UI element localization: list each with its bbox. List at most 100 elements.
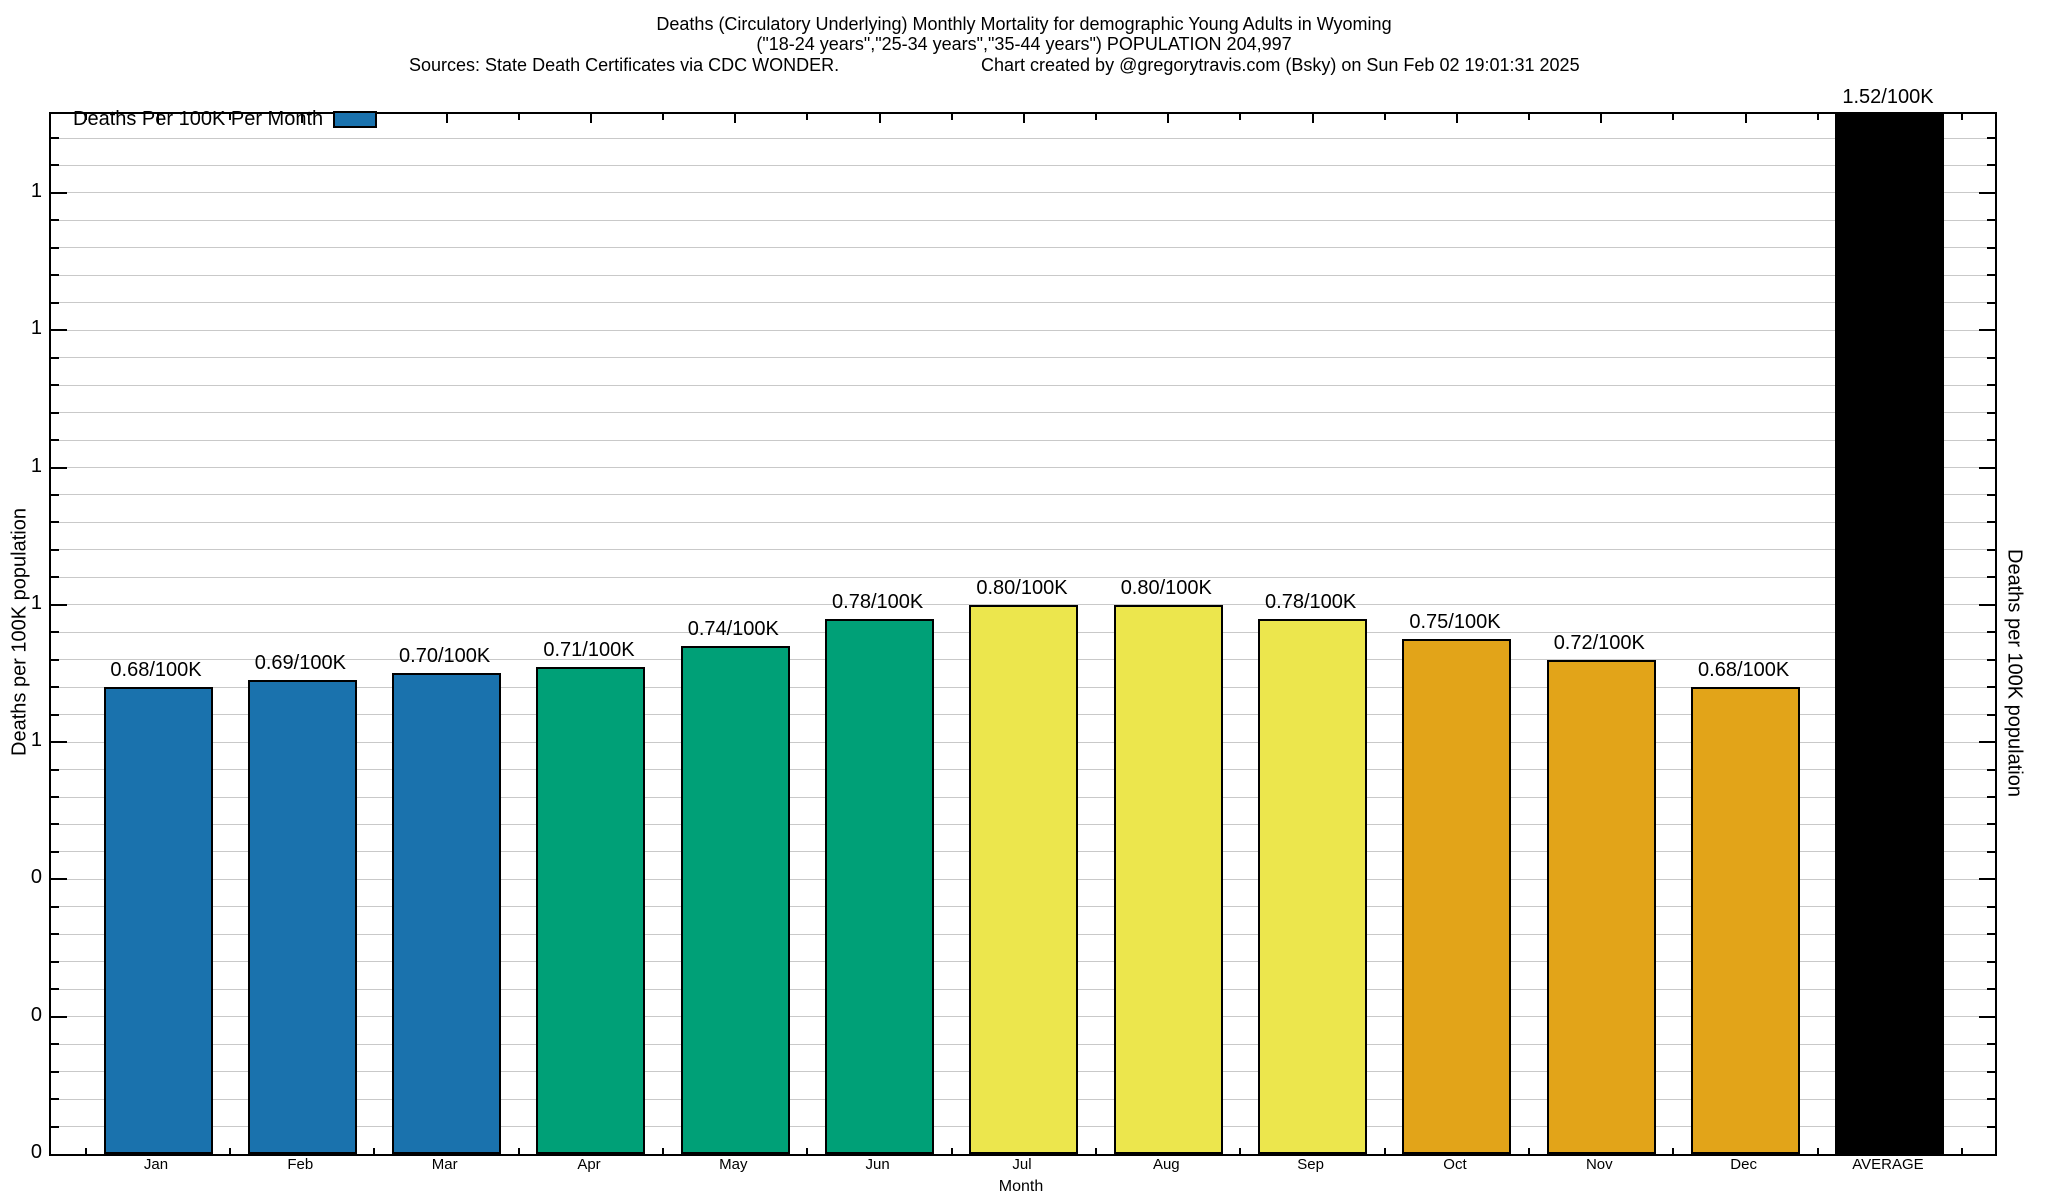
x-tick-label: Apr [577,1156,601,1173]
x-tick-label: Feb [287,1156,314,1173]
y-tick-label: 1 [30,317,42,340]
x-minor-tick-mark [1816,1148,1819,1154]
y-tick-mark [51,301,59,304]
x-minor-tick-mark [517,1148,520,1154]
y-tick-mark [51,603,67,606]
y-tick-mark [1987,713,1995,716]
bar-sep [1258,618,1368,1154]
y-tick-mark [1987,274,1995,277]
y-tick-mark [51,274,59,277]
x-tick-mark [589,114,592,123]
chart-sources: Sources: State Death Certificates via CD… [409,55,840,75]
x-tick-label: Jul [1012,1156,1032,1173]
x-minor-tick-mark [517,114,520,120]
y-tick-label: 1 [30,591,42,614]
bar-value-label: 0.80/100K [1120,576,1212,599]
bar-value-label: 0.68/100K [110,659,202,682]
x-minor-tick-mark [662,114,665,120]
y-tick-mark [51,988,59,991]
y-tick-mark [1987,960,1995,963]
y-tick-mark [51,796,59,799]
y-tick-mark [51,1070,59,1073]
y-tick-mark [51,493,59,496]
x-tick-mark [1022,114,1025,123]
plot-area [49,112,1997,1156]
bar-average [1835,114,1945,1154]
x-minor-tick-mark [806,114,809,120]
y-tick-mark [1987,493,1995,496]
bar-value-label: 0.78/100K [1265,590,1357,613]
y-tick-mark [51,219,59,222]
y-tick-mark [1987,164,1995,167]
x-axis-label: Month [998,1178,1044,1195]
y-tick-mark [51,1015,67,1018]
gridline [51,357,1995,359]
y-tick-mark [1987,850,1995,853]
gridline [51,549,1995,551]
y-tick-mark [1979,741,1995,744]
y-tick-mark [51,933,59,936]
x-tick-label: Aug [1152,1156,1180,1173]
y-tick-mark [1979,603,1995,606]
y-tick-mark [1987,905,1995,908]
gridline [51,302,1995,304]
y-tick-label: 0 [30,1141,42,1163]
bar-value-label: 0.72/100K [1553,631,1645,654]
y-tick-mark [1987,933,1995,936]
y-tick-mark [51,1043,59,1046]
y-tick-mark [1987,1125,1995,1128]
y-tick-mark [1987,356,1995,359]
y-tick-mark [1987,301,1995,304]
bar-dec [1691,687,1801,1154]
gridline [51,384,1995,386]
gridline [51,467,1995,469]
y-tick-mark [1987,768,1995,771]
legend-label: Deaths Per 100K Per Month [73,108,324,130]
y-tick-mark [51,164,59,167]
gridline [51,439,1995,441]
y-tick-mark [1987,521,1995,524]
bar-value-label: 0.75/100K [1409,611,1501,634]
y-tick-mark [51,823,59,826]
y-tick-mark [51,713,59,716]
y-tick-mark [51,411,59,414]
x-minor-tick-mark [1961,1148,1964,1154]
y-tick-mark [51,356,59,359]
x-tick-label: AVERAGE [1852,1156,1924,1173]
gridline [51,576,1995,578]
legend: Deaths Per 100K Per Month [73,108,378,131]
gridline [51,521,1995,523]
gridline [51,137,1995,139]
y-tick-mark [1987,988,1995,991]
x-minor-tick-mark [1528,114,1531,120]
x-minor-tick-mark [229,114,232,120]
x-minor-tick-mark [1239,1148,1242,1154]
y-tick-mark [51,466,67,469]
bar-jul [969,604,1079,1154]
bar-oct [1402,639,1512,1154]
x-tick-mark [445,114,448,123]
bar-value-label: 0.78/100K [832,590,924,613]
gridline [51,164,1995,166]
x-tick-label: Jan [143,1156,169,1173]
gridline [51,329,1995,331]
x-minor-tick-mark [229,1148,232,1154]
y-tick-mark [1979,466,1995,469]
y-axis-label-left: Deaths per 100K population [8,508,31,756]
x-tick-label: Nov [1585,1156,1613,1173]
bar-aug [1113,604,1223,1154]
y-tick-mark [51,741,67,744]
y-tick-mark [1987,384,1995,387]
x-minor-tick-mark [1095,114,1098,120]
y-tick-mark [1987,686,1995,689]
gridline [51,274,1995,276]
bar-may [680,646,790,1154]
x-tick-mark [734,114,737,123]
x-minor-tick-mark [1383,114,1386,120]
y-tick-mark [1979,1015,1995,1018]
bar-nov [1546,659,1656,1154]
y-tick-label: 0 [30,866,42,889]
bar-mar [392,673,502,1154]
x-tick-mark [1744,114,1747,123]
y-tick-mark [1987,411,1995,414]
